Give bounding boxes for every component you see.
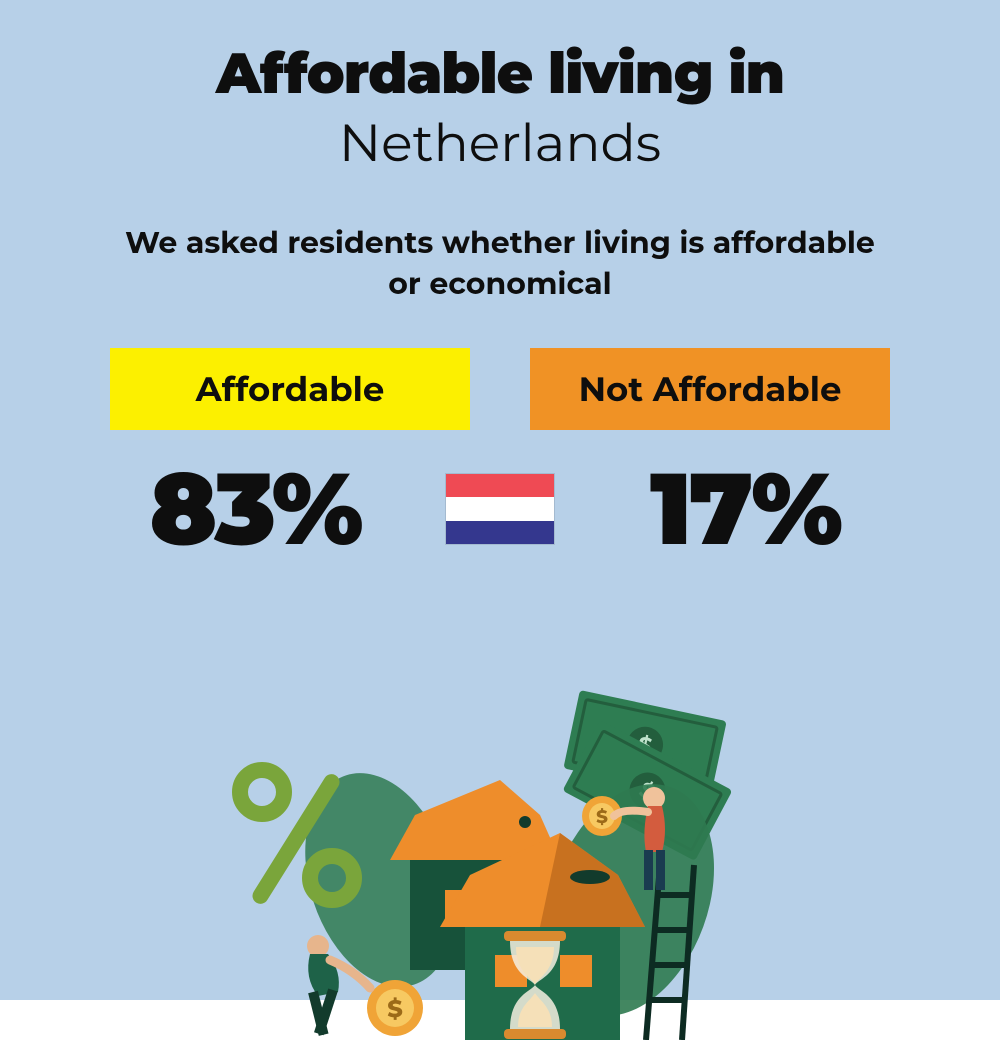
svg-text:$: $ bbox=[387, 995, 403, 1024]
affordable-pill-label: Affordable bbox=[196, 368, 385, 410]
not-affordable-pill: Not Affordable bbox=[530, 348, 890, 430]
title-line-2: Netherlands bbox=[0, 112, 1000, 175]
not-affordable-pill-label: Not Affordable bbox=[579, 368, 842, 410]
values-row: 83% 17% bbox=[0, 448, 1000, 570]
flag-stripe-middle bbox=[446, 497, 554, 520]
not-affordable-value: 17% bbox=[595, 448, 895, 570]
housing-savings-illustration: $ $ bbox=[190, 680, 810, 1040]
subtitle-text: We asked residents whether living is aff… bbox=[120, 223, 880, 304]
svg-text:$: $ bbox=[596, 806, 608, 828]
option-pills-row: Affordable Not Affordable bbox=[0, 348, 1000, 430]
affordable-value: 83% bbox=[105, 448, 405, 570]
flag-stripe-top bbox=[446, 474, 554, 497]
netherlands-flag-icon bbox=[445, 473, 555, 545]
coin-slot-icon bbox=[570, 870, 610, 884]
infographic-canvas: Affordable living in Netherlands We aske… bbox=[0, 0, 1000, 1000]
affordable-pill: Affordable bbox=[110, 348, 470, 430]
flag-stripe-bottom bbox=[446, 521, 554, 544]
title-line-1: Affordable living in bbox=[0, 0, 1000, 108]
